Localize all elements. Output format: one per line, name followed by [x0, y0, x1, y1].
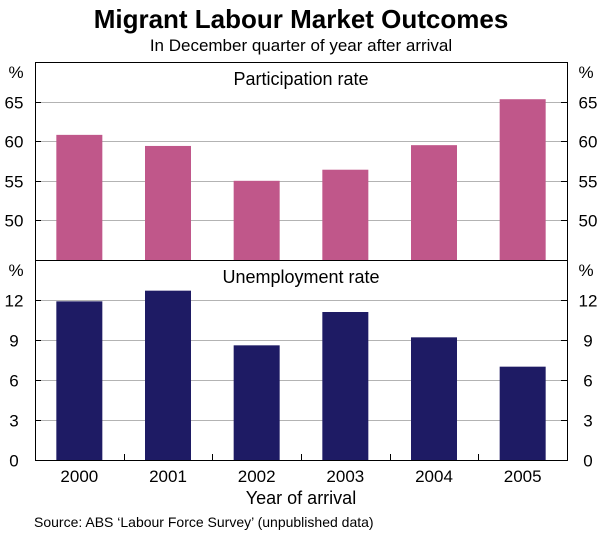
x-tick-label-2005: 2005 — [504, 467, 542, 486]
unemployment-bars — [56, 290, 546, 460]
unemployment-bar-2001 — [145, 290, 191, 460]
unemployment-gridlines — [35, 300, 567, 421]
participation-y-tick-label-left: 50 — [5, 212, 24, 231]
chart-subtitle: In December quarter of year after arriva… — [150, 36, 452, 55]
unemployment-y-tick-label-right: 6 — [583, 372, 592, 391]
x-axis-label: Year of arrival — [246, 488, 356, 508]
x-axis-ticks: 2000 2001 2002 2003 2004 2005 — [60, 454, 542, 486]
participation-y-tick-label-left: 55 — [5, 173, 24, 192]
unemployment-y-tick-label-right: 3 — [583, 412, 592, 431]
x-tick-label-2002: 2002 — [238, 467, 276, 486]
unemployment-y-tick-label-left: 9 — [9, 332, 18, 351]
x-tick-label-2001: 2001 — [149, 467, 187, 486]
x-tick-label-2003: 2003 — [326, 467, 364, 486]
unemployment-bar-2003 — [322, 312, 369, 460]
unemployment-y-tick-label-left: 0 — [9, 452, 18, 471]
participation-unit-right: % — [578, 63, 593, 82]
participation-y-tick-label-right: 65 — [579, 94, 598, 113]
plot-frame — [35, 62, 568, 461]
unemployment-y-tick-label-right: 0 — [583, 452, 592, 471]
unemployment-bar-2000 — [56, 301, 103, 460]
participation-bar-2000 — [56, 134, 103, 260]
unemployment-panel-title: Unemployment rate — [222, 267, 379, 287]
unemployment-y-tick-label-right: 9 — [583, 332, 592, 351]
participation-y-tick-label-left: 65 — [5, 94, 24, 113]
participation-y-tick-label-left: 60 — [5, 133, 24, 152]
participation-bar-2003 — [322, 169, 369, 260]
unemployment-y-tick-label-left: 12 — [5, 292, 24, 311]
source-note: Source: ABS ‘Labour Force Survey’ (unpub… — [34, 514, 374, 530]
participation-y-tick-label-right: 60 — [579, 133, 598, 152]
participation-bar-2005 — [499, 99, 546, 260]
unemployment-y-ticks: 0 0 3 3 6 6 9 9 12 12 — [5, 292, 598, 471]
unemployment-bar-2005 — [499, 366, 546, 460]
chart-title: Migrant Labour Market Outcomes — [94, 4, 509, 34]
unemployment-unit-right: % — [578, 261, 593, 280]
unemployment-y-tick-label-left: 6 — [9, 372, 18, 391]
unemployment-bar-2004 — [411, 337, 457, 460]
x-tick-label-2000: 2000 — [60, 467, 98, 486]
participation-y-tick-label-right: 50 — [579, 212, 598, 231]
participation-gridlines — [35, 102, 567, 221]
participation-bar-2002 — [233, 180, 280, 260]
participation-bar-2001 — [145, 145, 191, 260]
participation-bars — [56, 99, 546, 260]
participation-unit-left: % — [8, 63, 23, 82]
participation-panel-title: Participation rate — [233, 69, 368, 89]
unemployment-y-tick-label-left: 3 — [9, 412, 18, 431]
unemployment-y-tick-label-right: 12 — [579, 292, 598, 311]
participation-y-ticks: 50 50 55 55 60 60 65 65 — [5, 94, 598, 231]
unemployment-panel: 0 0 3 3 6 6 9 9 12 12 Unemployment rate % % — [5, 261, 598, 471]
unemployment-bar-2002 — [233, 345, 280, 460]
participation-y-tick-label-right: 55 — [579, 173, 598, 192]
x-tick-label-2004: 2004 — [415, 467, 453, 486]
participation-panel: 50 50 55 55 60 60 65 65 Participation rate % % — [5, 63, 598, 260]
participation-bar-2004 — [411, 145, 457, 260]
unemployment-unit-left: % — [8, 261, 23, 280]
